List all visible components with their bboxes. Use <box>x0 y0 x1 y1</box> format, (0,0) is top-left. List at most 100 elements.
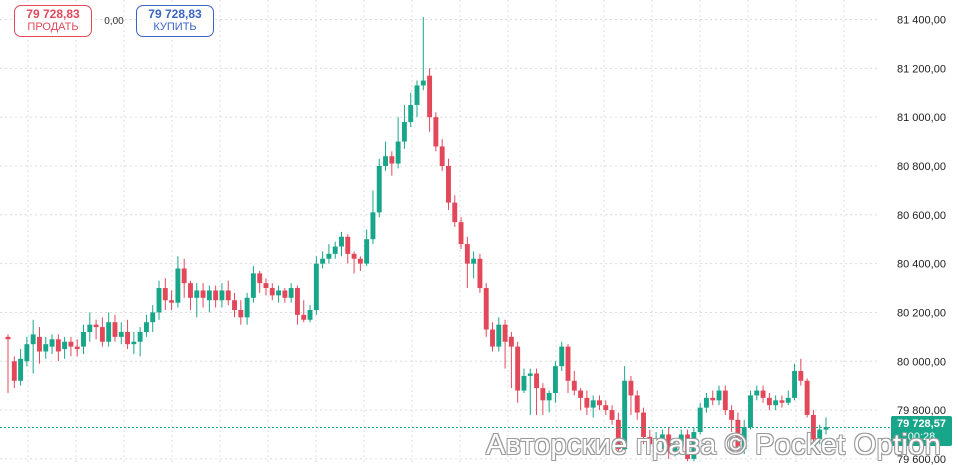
candle <box>383 141 388 171</box>
candle-body <box>150 312 156 323</box>
candle <box>408 92 414 127</box>
candle <box>716 385 722 406</box>
candle <box>30 319 36 374</box>
candle-body <box>49 339 55 347</box>
candle-body <box>276 290 282 296</box>
candle-body <box>534 373 540 389</box>
candle-body <box>11 361 17 381</box>
candle-body <box>137 331 143 342</box>
candle <box>452 195 458 228</box>
candle-body <box>615 419 621 450</box>
candle-body <box>678 434 684 447</box>
candle-body <box>81 331 86 347</box>
candle <box>225 280 231 306</box>
candle-body <box>741 427 747 450</box>
candle-body <box>55 339 61 352</box>
candle <box>62 336 68 359</box>
candle-body <box>320 258 326 264</box>
candle <box>741 419 747 455</box>
candle <box>238 300 244 325</box>
candle <box>169 290 175 310</box>
candle <box>339 231 344 257</box>
candle-body <box>691 432 697 459</box>
candle <box>150 305 156 332</box>
candle <box>603 400 609 415</box>
candle <box>785 390 791 406</box>
y-tick-label: 80 400,00 <box>897 259 946 271</box>
candle <box>137 327 143 357</box>
candle <box>263 278 269 296</box>
candle <box>181 258 187 298</box>
candle <box>546 390 552 413</box>
candle <box>131 331 137 354</box>
candle <box>653 432 659 455</box>
candle-body <box>5 336 11 340</box>
candle <box>634 390 640 420</box>
candle-body <box>559 346 565 367</box>
candle-body <box>685 434 691 459</box>
candle-body <box>508 336 514 347</box>
candle <box>521 368 527 393</box>
candle <box>540 383 546 415</box>
candle <box>288 283 294 303</box>
candle <box>710 390 716 406</box>
candle-body <box>521 375 527 391</box>
candle-body <box>125 331 131 345</box>
candle-body <box>584 397 590 408</box>
candle-body <box>143 322 149 332</box>
price-axis[interactable]: 81 400,00 81 200,00 81 000,00 80 800,00 80 6… <box>897 15 946 465</box>
candle-body <box>446 165 451 203</box>
candle <box>188 280 193 310</box>
candle <box>5 334 11 393</box>
candle-body <box>722 390 728 411</box>
candle <box>332 241 338 259</box>
candle-body <box>112 322 118 337</box>
candle-body <box>389 156 395 164</box>
candle-body <box>597 400 602 406</box>
candle <box>257 270 263 293</box>
candle <box>269 283 275 301</box>
candle-body <box>552 366 558 393</box>
candle-body <box>225 290 231 301</box>
candle-body <box>433 117 439 147</box>
candle-body <box>439 146 445 166</box>
candle <box>622 366 628 455</box>
candle <box>194 283 200 318</box>
candle <box>552 361 558 403</box>
candle <box>81 324 86 354</box>
candle <box>93 319 99 340</box>
candle-body <box>590 400 596 408</box>
candle-body <box>395 141 401 164</box>
candle <box>534 368 540 415</box>
sell-button[interactable]: 79 728,83 ПРОДАТЬ <box>14 5 92 37</box>
candle-body <box>370 212 376 240</box>
candle <box>496 317 502 352</box>
trade-panel: 79 728,83 ПРОДАТЬ 0,00 79 728,83 КУПИТЬ <box>14 5 214 37</box>
candle-body <box>420 80 426 86</box>
candle-body <box>30 334 36 345</box>
candle-body <box>785 397 791 403</box>
candle-body <box>156 288 162 313</box>
candle <box>659 429 665 450</box>
candle <box>691 427 697 462</box>
candle <box>320 251 326 269</box>
candle <box>823 417 829 435</box>
candle <box>282 288 288 303</box>
candle-body <box>754 390 760 396</box>
candle-body <box>99 327 105 342</box>
candle-body <box>200 290 206 298</box>
candle <box>37 327 42 364</box>
candle-body <box>458 222 464 245</box>
candle <box>477 253 483 293</box>
candle <box>357 256 363 271</box>
buy-button[interactable]: 79 728,83 КУПИТЬ <box>136 5 214 37</box>
candle-body <box>339 236 344 247</box>
candle <box>672 439 678 457</box>
candle-body <box>24 344 30 362</box>
candle-body <box>169 300 175 303</box>
candle <box>427 68 433 132</box>
candle-body <box>401 122 407 142</box>
candles-layer <box>5 17 829 462</box>
candle-body <box>87 324 93 332</box>
